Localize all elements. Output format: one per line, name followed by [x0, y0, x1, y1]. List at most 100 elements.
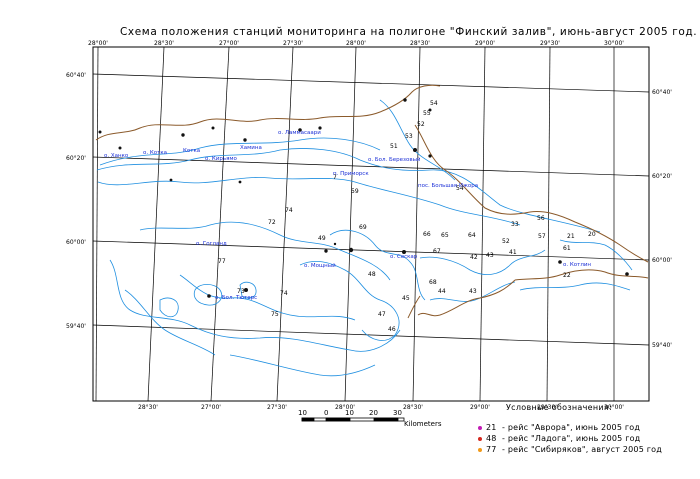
place-label: о. Сескар [390, 254, 418, 260]
station-label: 77 [218, 258, 226, 265]
left-lat-tick: 60°20' [66, 155, 86, 162]
place-label: пос. Большая Ижора [418, 183, 479, 189]
top-lon-tick: 28°00' [346, 40, 366, 47]
right-lat-tick: 60°20' [652, 173, 672, 180]
station-label: 54 [430, 100, 438, 107]
legend-item-ladoga: 48 - рейс "Ладога", июнь 2005 год [478, 434, 640, 443]
station-label: 49 [318, 235, 326, 242]
place-label: о. Ламмасаари [278, 130, 321, 136]
islands [98, 98, 629, 298]
coastline [95, 84, 649, 319]
station-label: 75 [271, 311, 279, 318]
bottom-lon-tick: 28°30' [403, 404, 423, 411]
station-label: 7 [333, 174, 337, 181]
top-lon-tick: 28°30' [410, 40, 430, 47]
station-label: 65 [441, 232, 449, 239]
top-lon-tick: 29°30' [540, 40, 560, 47]
station-label: 45 [402, 295, 410, 302]
legend-text: - рейс "Сибиряков", август 2005 год [502, 445, 662, 454]
scale-label: 30 [393, 409, 402, 417]
station-label: 53 [405, 133, 413, 140]
station-label: 68 [429, 279, 437, 286]
station-label: 44 [438, 288, 446, 295]
station-label: 21 [567, 233, 575, 240]
station-label: 22 [563, 272, 571, 279]
top-lon-tick: 29°00' [475, 40, 495, 47]
scale-label: 10 [298, 409, 307, 417]
place-label: о. Бол. Березовый [368, 157, 421, 163]
station-label: 33 [511, 221, 519, 228]
station-label: 66 [423, 231, 431, 238]
station-label: 42 [470, 254, 478, 261]
top-lon-tick: 27°00' [219, 40, 239, 47]
scale-bar [301, 417, 405, 422]
graticule [92, 46, 650, 402]
legend-item-sibiryakov: 77 - рейс "Сибиряков", август 2005 год [478, 445, 662, 454]
legend-text: - рейс "Ладога", июнь 2005 год [502, 434, 641, 443]
station-label: 20 [588, 231, 596, 238]
station-label: 46 [388, 326, 396, 333]
bottom-lon-tick: 28°30' [138, 404, 158, 411]
place-label: о. Ханко [104, 153, 129, 159]
station-label: 51 [390, 143, 398, 150]
legend-marker [478, 447, 482, 452]
legend-title: Условные обозначения: [506, 403, 613, 412]
place-label: о. Котка [143, 150, 168, 156]
legend-number: 48 [486, 434, 497, 443]
station-label: 74 [285, 207, 293, 214]
station-label: 57 [538, 233, 546, 240]
bottom-lon-tick: 27°00' [201, 404, 221, 411]
right-lat-tick: 59°40' [652, 342, 672, 349]
legend-marker [478, 436, 482, 441]
legend-text: - рейс "Аврора", июнь 2005 год [502, 423, 641, 432]
isobaths [96, 99, 633, 377]
left-lat-tick: 59°40' [66, 323, 86, 330]
scale-label: 10 [345, 409, 354, 417]
top-lon-tick: 28°30' [154, 40, 174, 47]
top-lon-tick: 27°30' [283, 40, 303, 47]
top-lon-tick: 30°00' [604, 40, 624, 47]
map-title: Схема положения станций мониторинга на п… [120, 26, 698, 38]
right-lat-tick: 60°40' [652, 89, 672, 96]
scale-label: 20 [369, 409, 378, 417]
station-label: 72 [268, 219, 276, 226]
station-label: 74 [280, 290, 288, 297]
place-label: п. Приморск [333, 171, 369, 177]
station-label: 56 [537, 215, 545, 222]
station-label: 67 [433, 248, 441, 255]
place-label: о. Мощный [304, 263, 336, 269]
station-label: 41 [509, 249, 517, 256]
map-frame [92, 46, 650, 402]
bottom-lon-tick: 29°30' [537, 404, 557, 411]
left-lat-tick: 60°40' [66, 72, 86, 79]
station-label: 64 [468, 232, 476, 239]
station-label: 55 [423, 110, 431, 117]
legend-number: 21 [486, 423, 497, 432]
bottom-lon-tick: 30°00' [604, 404, 624, 411]
left-lat-tick: 60°00' [66, 239, 86, 246]
legend-number: 77 [486, 445, 497, 454]
place-label: о. Кирьямо [205, 156, 237, 162]
place-label: о. Котлин [563, 262, 592, 268]
station-label: 54 [456, 185, 464, 192]
legend-marker [478, 425, 482, 430]
station-label: 61 [563, 245, 571, 252]
scale-label: 0 [324, 409, 329, 417]
station-label: 48 [368, 271, 376, 278]
right-lat-tick: 60°00' [652, 257, 672, 264]
station-label: 43 [469, 288, 477, 295]
legend-item-aurora: 21 - рейс "Аврора", июнь 2005 год [478, 423, 640, 432]
place-label: о. Бол. Тютерс [215, 295, 258, 301]
station-label: 47 [378, 311, 386, 318]
station-label: 69 [359, 224, 367, 231]
bottom-lon-tick: 27°30' [267, 404, 287, 411]
top-lon-tick: 28°00' [88, 40, 108, 47]
station-label: 59 [351, 188, 359, 195]
place-label: Котка [183, 148, 201, 154]
place-label: Хамина [240, 145, 262, 151]
bottom-lon-tick: 28°00' [335, 404, 355, 411]
bottom-lon-tick: 29°00' [470, 404, 490, 411]
place-label: о. Гогланд [196, 241, 227, 247]
station-label: 52 [417, 121, 425, 128]
